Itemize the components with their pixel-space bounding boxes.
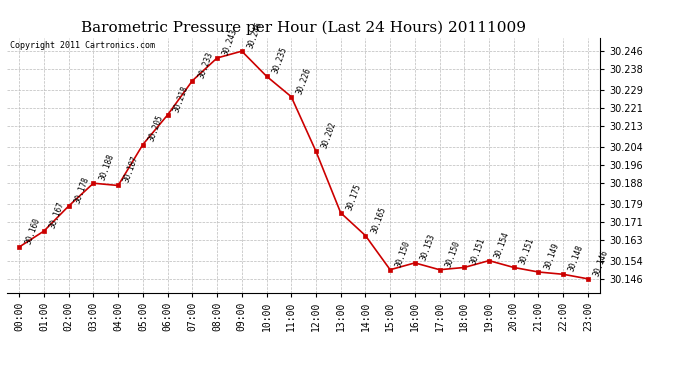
Text: 30.167: 30.167 [48, 201, 66, 230]
Text: 30.233: 30.233 [197, 50, 215, 80]
Text: 30.178: 30.178 [73, 176, 91, 205]
Text: 30.146: 30.146 [592, 248, 610, 278]
Text: 30.246: 30.246 [246, 21, 264, 50]
Title: Barometric Pressure per Hour (Last 24 Hours) 20111009: Barometric Pressure per Hour (Last 24 Ho… [81, 21, 526, 35]
Text: 30.235: 30.235 [270, 46, 288, 75]
Text: 30.226: 30.226 [295, 66, 313, 95]
Text: 30.148: 30.148 [567, 244, 585, 273]
Text: 30.153: 30.153 [419, 232, 437, 261]
Text: 30.150: 30.150 [394, 239, 412, 268]
Text: 30.151: 30.151 [469, 237, 486, 266]
Text: 30.149: 30.149 [542, 242, 560, 271]
Text: 30.243: 30.243 [221, 27, 239, 57]
Text: 30.205: 30.205 [147, 114, 165, 143]
Text: 30.165: 30.165 [370, 205, 388, 234]
Text: 30.187: 30.187 [122, 155, 140, 184]
Text: 30.188: 30.188 [97, 153, 115, 182]
Text: 30.154: 30.154 [493, 230, 511, 259]
Text: 30.175: 30.175 [345, 182, 363, 212]
Text: 30.151: 30.151 [518, 237, 536, 266]
Text: 30.160: 30.160 [23, 216, 41, 246]
Text: 30.202: 30.202 [320, 121, 338, 150]
Text: Copyright 2011 Cartronics.com: Copyright 2011 Cartronics.com [10, 41, 155, 50]
Text: 30.218: 30.218 [172, 84, 190, 114]
Text: 30.150: 30.150 [444, 239, 462, 268]
